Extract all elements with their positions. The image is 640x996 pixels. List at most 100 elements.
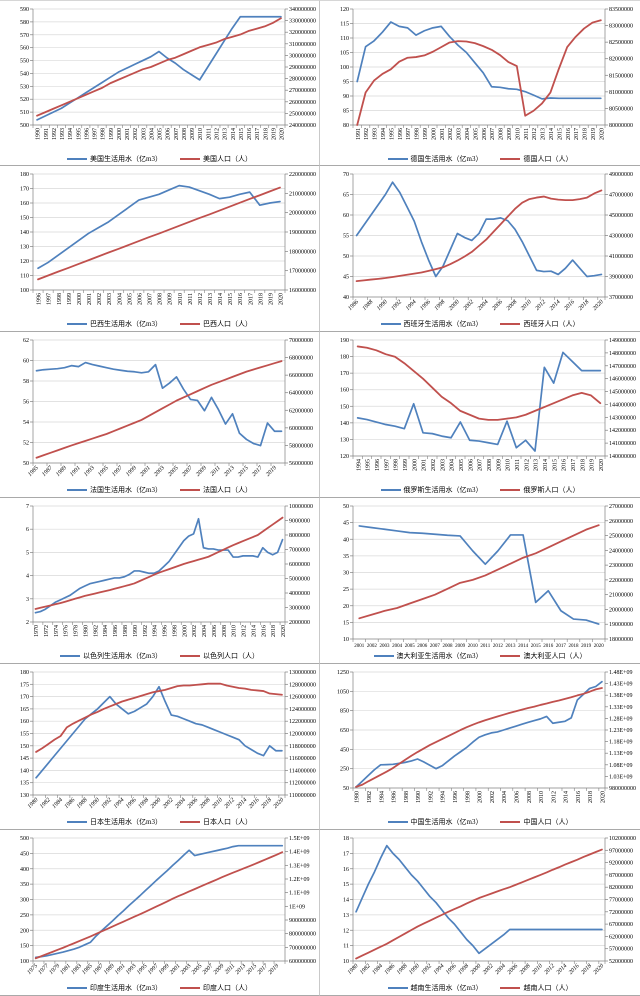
x-axis-label: 2010 [198, 128, 204, 140]
right-axis-label: 800000000 [289, 932, 316, 938]
population-line-swatch [500, 986, 521, 989]
x-axis-label: 2019 [267, 963, 280, 976]
x-axis-label: 1988 [362, 299, 375, 312]
x-axis-label: 2015 [228, 293, 234, 305]
legend-label-water: 美国生活用水（亿m3） [90, 154, 162, 163]
x-axis-label: 2019 [271, 128, 277, 140]
right-axis-label: 80500000 [609, 106, 633, 112]
right-axis-label: 68000000 [289, 356, 313, 362]
x-axis-label: 1982 [367, 791, 373, 803]
x-axis-label: 1994 [68, 128, 74, 140]
right-axis-label: 180000000 [289, 249, 316, 255]
x-axis-label: 2001 [440, 128, 446, 140]
x-axis-label: 1979 [48, 963, 61, 976]
legend-item-population: 西班牙人口（人） [500, 319, 579, 329]
x-axis-label: 2003 [141, 128, 147, 140]
right-axis-label: 1.13E+09 [609, 751, 633, 757]
x-axis-label: 1990 [376, 299, 389, 312]
x-axis-label: 2016 [238, 293, 244, 305]
x-axis-label: 1980 [27, 797, 40, 810]
x-axis-label: 2006 [468, 459, 474, 471]
x-axis-label: 2015 [237, 465, 250, 478]
water-line-australia [358, 525, 600, 625]
legend-label-water: 德国生活用水（亿m3） [410, 154, 483, 163]
legend-item-population: 美国人口（人） [179, 154, 252, 164]
chart-legend: 中国生活用水（亿m3） 中国人口（人） [320, 815, 640, 828]
x-axis-label: 1980 [347, 963, 360, 976]
right-axis-label: 87000000 [609, 873, 633, 879]
left-axis-label: 10 [343, 959, 349, 965]
right-axis-label: 43000000 [609, 234, 633, 240]
x-axis-label: 2005 [405, 644, 416, 649]
chart-cell-china: 1250 1050 850 650 450 250 50 1.48E+09 1.43E+09 1.… [320, 664, 640, 830]
x-axis-label: 1992 [52, 128, 58, 140]
chart-cell-japan: 180 175 170 165 160 155 150 145 140 135 130 1300000… [0, 664, 320, 830]
x-axis-label: 2006 [137, 293, 143, 305]
x-axis-label: 2019 [265, 465, 278, 478]
x-axis-label: 2005 [191, 963, 204, 976]
x-axis-label: 2003 [180, 963, 193, 976]
x-axis-label: 2017 [256, 962, 269, 975]
x-axis-label: 2019 [269, 293, 275, 305]
x-axis-label: 2007 [430, 644, 441, 649]
left-axis-label: 11 [343, 944, 349, 950]
x-axis-label: 1998 [57, 293, 63, 305]
x-axis-label: 2010 [506, 459, 512, 471]
left-axis-label: 400 [20, 867, 29, 873]
x-axis-label: 1994 [153, 625, 159, 637]
left-axis-label: 170 [340, 371, 349, 377]
left-axis-label: 145 [20, 756, 29, 762]
right-axis-label: 122000000 [289, 719, 316, 725]
left-axis-label: 1250 [337, 670, 349, 676]
x-axis-label: 2013 [534, 459, 540, 471]
right-axis-label: 97000000 [609, 848, 633, 854]
left-axis-label: 175 [20, 682, 29, 688]
x-axis-label: 2014 [549, 128, 555, 140]
population-line-swatch [179, 488, 200, 491]
right-axis-label: 6000000 [289, 562, 310, 568]
x-axis-label: 2000 [448, 299, 461, 312]
x-axis-label: 1992 [143, 625, 149, 637]
left-axis-label: 170 [20, 187, 29, 193]
x-axis-label: 2008 [527, 791, 533, 803]
x-axis-label: 1994 [356, 459, 362, 471]
legend-item-water: 美国生活用水（亿m3） [67, 154, 162, 164]
left-axis-label: 105 [340, 51, 349, 57]
x-axis-label: 2015 [557, 128, 563, 140]
x-axis-label: 2008 [506, 299, 519, 312]
water-line-swatch [67, 157, 88, 160]
legend-label-population: 巴西人口（人） [202, 319, 252, 328]
x-axis-label: 1993 [373, 128, 379, 140]
x-axis-label: 2016 [248, 797, 261, 810]
right-axis-label: 72000000 [609, 910, 633, 916]
right-axis-label: 1.1E+09 [289, 891, 310, 897]
x-axis-label: 2016 [576, 791, 582, 803]
x-axis-label: 1999 [423, 128, 429, 140]
left-axis-label: 10 [343, 637, 349, 643]
population-line-vietnam [355, 848, 603, 960]
x-axis-label: 2017 [248, 293, 254, 305]
chart-cell-russia: 190 180 170 160 150 140 130 120 149000000 1480000… [320, 332, 640, 498]
chart-cell-vietnam: 18 17 16 15 14 13 12 11 10 102000000 97000000 92000… [320, 830, 640, 996]
left-axis-label: 135 [20, 781, 29, 787]
right-axis-label: 200000000 [289, 211, 316, 217]
water-line-spain [355, 181, 603, 278]
x-axis-label: 1998 [434, 299, 447, 312]
right-axis-label: 27000000 [609, 504, 633, 510]
x-axis-label: 2004 [476, 298, 489, 311]
x-axis-label: 1994 [381, 128, 387, 140]
right-axis-label: 25000000 [609, 534, 633, 540]
x-axis-label: 2003 [380, 644, 391, 649]
population-line-swatch [500, 157, 521, 160]
right-axis-label: 23000000 [609, 563, 633, 569]
right-axis-label: 220000000 [289, 172, 316, 178]
x-axis-label: 2019 [590, 459, 596, 471]
right-axis-label: 22000000 [609, 578, 633, 584]
left-axis-label: 35 [343, 554, 349, 560]
x-axis-label: 1999 [125, 465, 138, 478]
left-axis-label: 530 [20, 84, 29, 90]
x-axis-label: 1992 [390, 299, 403, 312]
legend-label-water: 澳大利亚生活用水（亿m3） [396, 651, 483, 660]
right-axis-label: 330000000 [289, 19, 316, 25]
left-axis-label: 200 [20, 928, 29, 934]
